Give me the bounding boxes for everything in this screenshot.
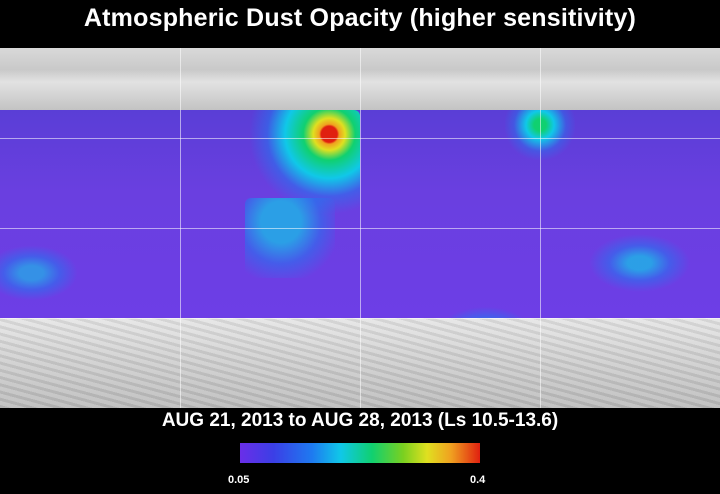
opacity-colorbar bbox=[240, 443, 480, 463]
date-range-caption: AUG 21, 2013 to AUG 28, 2013 (Ls 10.5-13… bbox=[161, 410, 559, 431]
grid-parallel bbox=[0, 138, 720, 139]
grid-parallel bbox=[0, 228, 720, 229]
dust-blob-west bbox=[0, 238, 90, 308]
grid-parallel bbox=[0, 318, 720, 319]
map-title: Atmospheric Dust Opacity (higher sensiti… bbox=[83, 4, 637, 32]
dust-blob-west-column bbox=[245, 198, 335, 278]
dust-blob-east bbox=[590, 228, 700, 298]
colorbar-max-label: 0.4 bbox=[470, 474, 486, 486]
colorbar-min-label: 0.05 bbox=[228, 474, 250, 486]
dust-opacity-map bbox=[0, 48, 720, 408]
